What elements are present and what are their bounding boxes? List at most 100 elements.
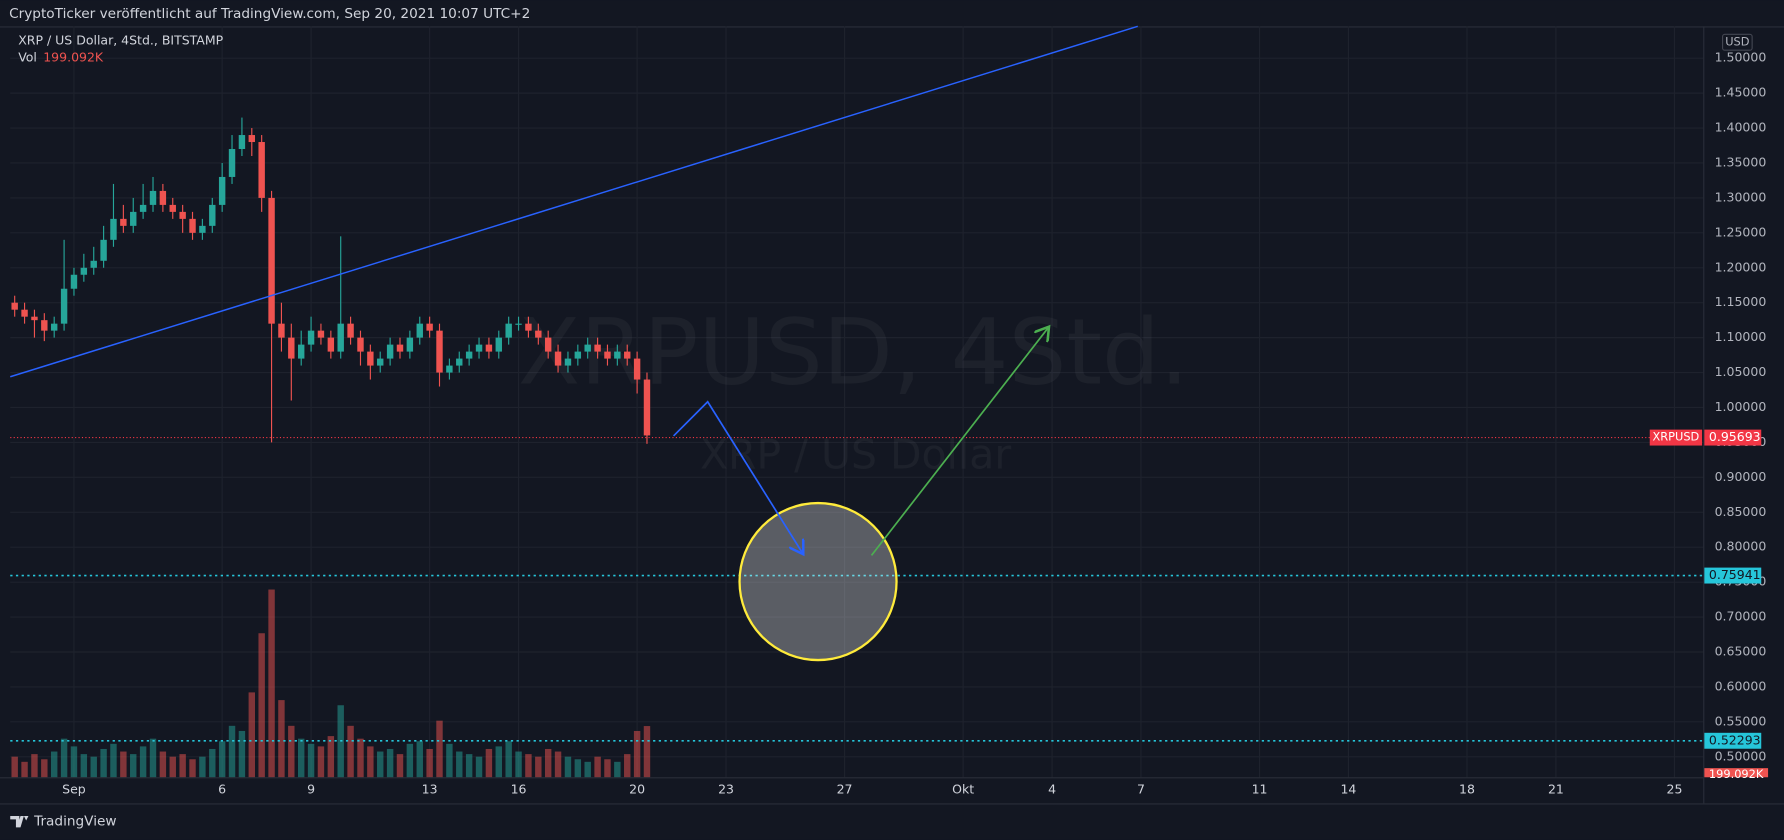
volume-bar — [564, 756, 572, 778]
candle-body — [574, 351, 582, 359]
volume-bar — [268, 589, 275, 778]
x-tick-label: Okt — [952, 781, 974, 796]
volume-bar — [535, 756, 542, 778]
candle-body — [258, 142, 265, 198]
candle-body — [643, 379, 651, 436]
volume-bar — [386, 748, 394, 778]
volume-bar — [614, 761, 621, 778]
target-circle — [738, 501, 898, 662]
volume-bar — [604, 759, 611, 778]
volume-bar — [495, 746, 502, 778]
candle-body — [416, 323, 423, 338]
volume-bar — [297, 738, 305, 778]
candle-body — [120, 218, 127, 226]
volume-bar — [80, 754, 88, 778]
volume-bar — [643, 726, 651, 778]
candle-body — [456, 358, 463, 366]
level-label-bg — [1704, 567, 1762, 584]
candle-body — [218, 176, 226, 205]
volume-bar — [377, 751, 384, 778]
volume-bar — [327, 736, 335, 778]
volume-bar — [110, 743, 117, 778]
candle-body — [159, 190, 167, 205]
candle-body — [90, 260, 97, 268]
y-tick-label: 1.30000 — [1715, 189, 1767, 204]
candle-body — [139, 204, 147, 212]
candle-body — [41, 320, 48, 331]
volume-bar — [485, 748, 493, 778]
x-tick-label: 4 — [1048, 781, 1056, 796]
volume-bar — [238, 730, 246, 778]
candle-body — [475, 344, 483, 352]
candle-body — [317, 330, 325, 338]
volume-bar — [218, 741, 226, 778]
volume-bar — [515, 751, 522, 778]
volume-bar — [574, 759, 582, 778]
volume-bar — [505, 741, 512, 778]
x-tick-label: 20 — [629, 781, 645, 796]
candle-body — [21, 309, 28, 317]
y-tick-label: 0.80000 — [1715, 539, 1767, 554]
volume-bar — [594, 756, 601, 778]
candle-body — [327, 337, 335, 352]
candle-body — [535, 330, 542, 338]
volume-axis-label: 199.092K — [1709, 767, 1764, 781]
volume-bar — [633, 730, 641, 778]
y-tick-label: 1.15000 — [1715, 294, 1767, 309]
level-label: 0.75941 — [1709, 567, 1761, 582]
volume-axis-bg — [1704, 768, 1769, 778]
candle-body — [130, 211, 137, 226]
candle-body — [485, 344, 493, 352]
volume-bar — [406, 743, 414, 778]
volume-bar — [120, 751, 127, 778]
levels — [10, 437, 1704, 742]
candle-body — [564, 358, 572, 366]
volume-bar — [41, 759, 48, 778]
watermark-sub: XRP / US Dollar — [700, 431, 1011, 479]
candle-body — [169, 204, 176, 212]
volume-bar — [525, 754, 532, 778]
candle-body — [604, 351, 611, 359]
volume-bar — [130, 754, 137, 778]
last-price-name: XRPUSD — [1653, 430, 1700, 444]
y-tick-label: 0.85000 — [1715, 504, 1767, 519]
candle-body — [554, 351, 562, 366]
x-tick-label: 7 — [1137, 781, 1145, 796]
symbol-legend: XRP / US Dollar, 4Std., BITSTAMP — [18, 33, 223, 48]
x-tick-label: 21 — [1548, 781, 1564, 796]
volume-bar — [90, 756, 97, 778]
currency-box — [1721, 33, 1753, 51]
volume-bar — [288, 725, 295, 778]
y-tick-label: 0.65000 — [1715, 643, 1767, 658]
y-tick-label: 1.40000 — [1715, 120, 1767, 135]
volume-bar — [50, 751, 58, 778]
x-tick-label: Sep — [62, 781, 86, 796]
y-tick-label: 1.20000 — [1715, 259, 1767, 274]
volume-bar — [60, 738, 68, 778]
last-price-label: 0.95693 — [1709, 429, 1761, 444]
volume-bar — [70, 746, 78, 778]
candle-body — [357, 337, 364, 352]
y-tick-label: 1.00000 — [1715, 399, 1767, 414]
candle-body — [337, 323, 344, 352]
candle-body — [426, 323, 433, 331]
y-tick-label: 1.35000 — [1715, 154, 1767, 169]
candle-body — [624, 351, 631, 359]
volume-bar — [278, 700, 285, 778]
candle-body — [386, 344, 394, 359]
candle-body — [347, 323, 354, 338]
candle-body — [189, 218, 196, 233]
candle-body — [31, 316, 38, 321]
volume-bar — [446, 743, 453, 778]
last-price-bg — [1704, 429, 1762, 446]
candle-body — [396, 344, 404, 352]
candle-body — [297, 344, 305, 359]
candle-body — [544, 337, 552, 352]
volume-bar — [179, 754, 186, 778]
y-tick-label: 1.45000 — [1715, 85, 1767, 100]
x-tick-label: 13 — [422, 781, 438, 796]
candle-body — [60, 288, 68, 324]
x-tick-label: 25 — [1667, 781, 1683, 796]
candle-body — [110, 218, 117, 240]
